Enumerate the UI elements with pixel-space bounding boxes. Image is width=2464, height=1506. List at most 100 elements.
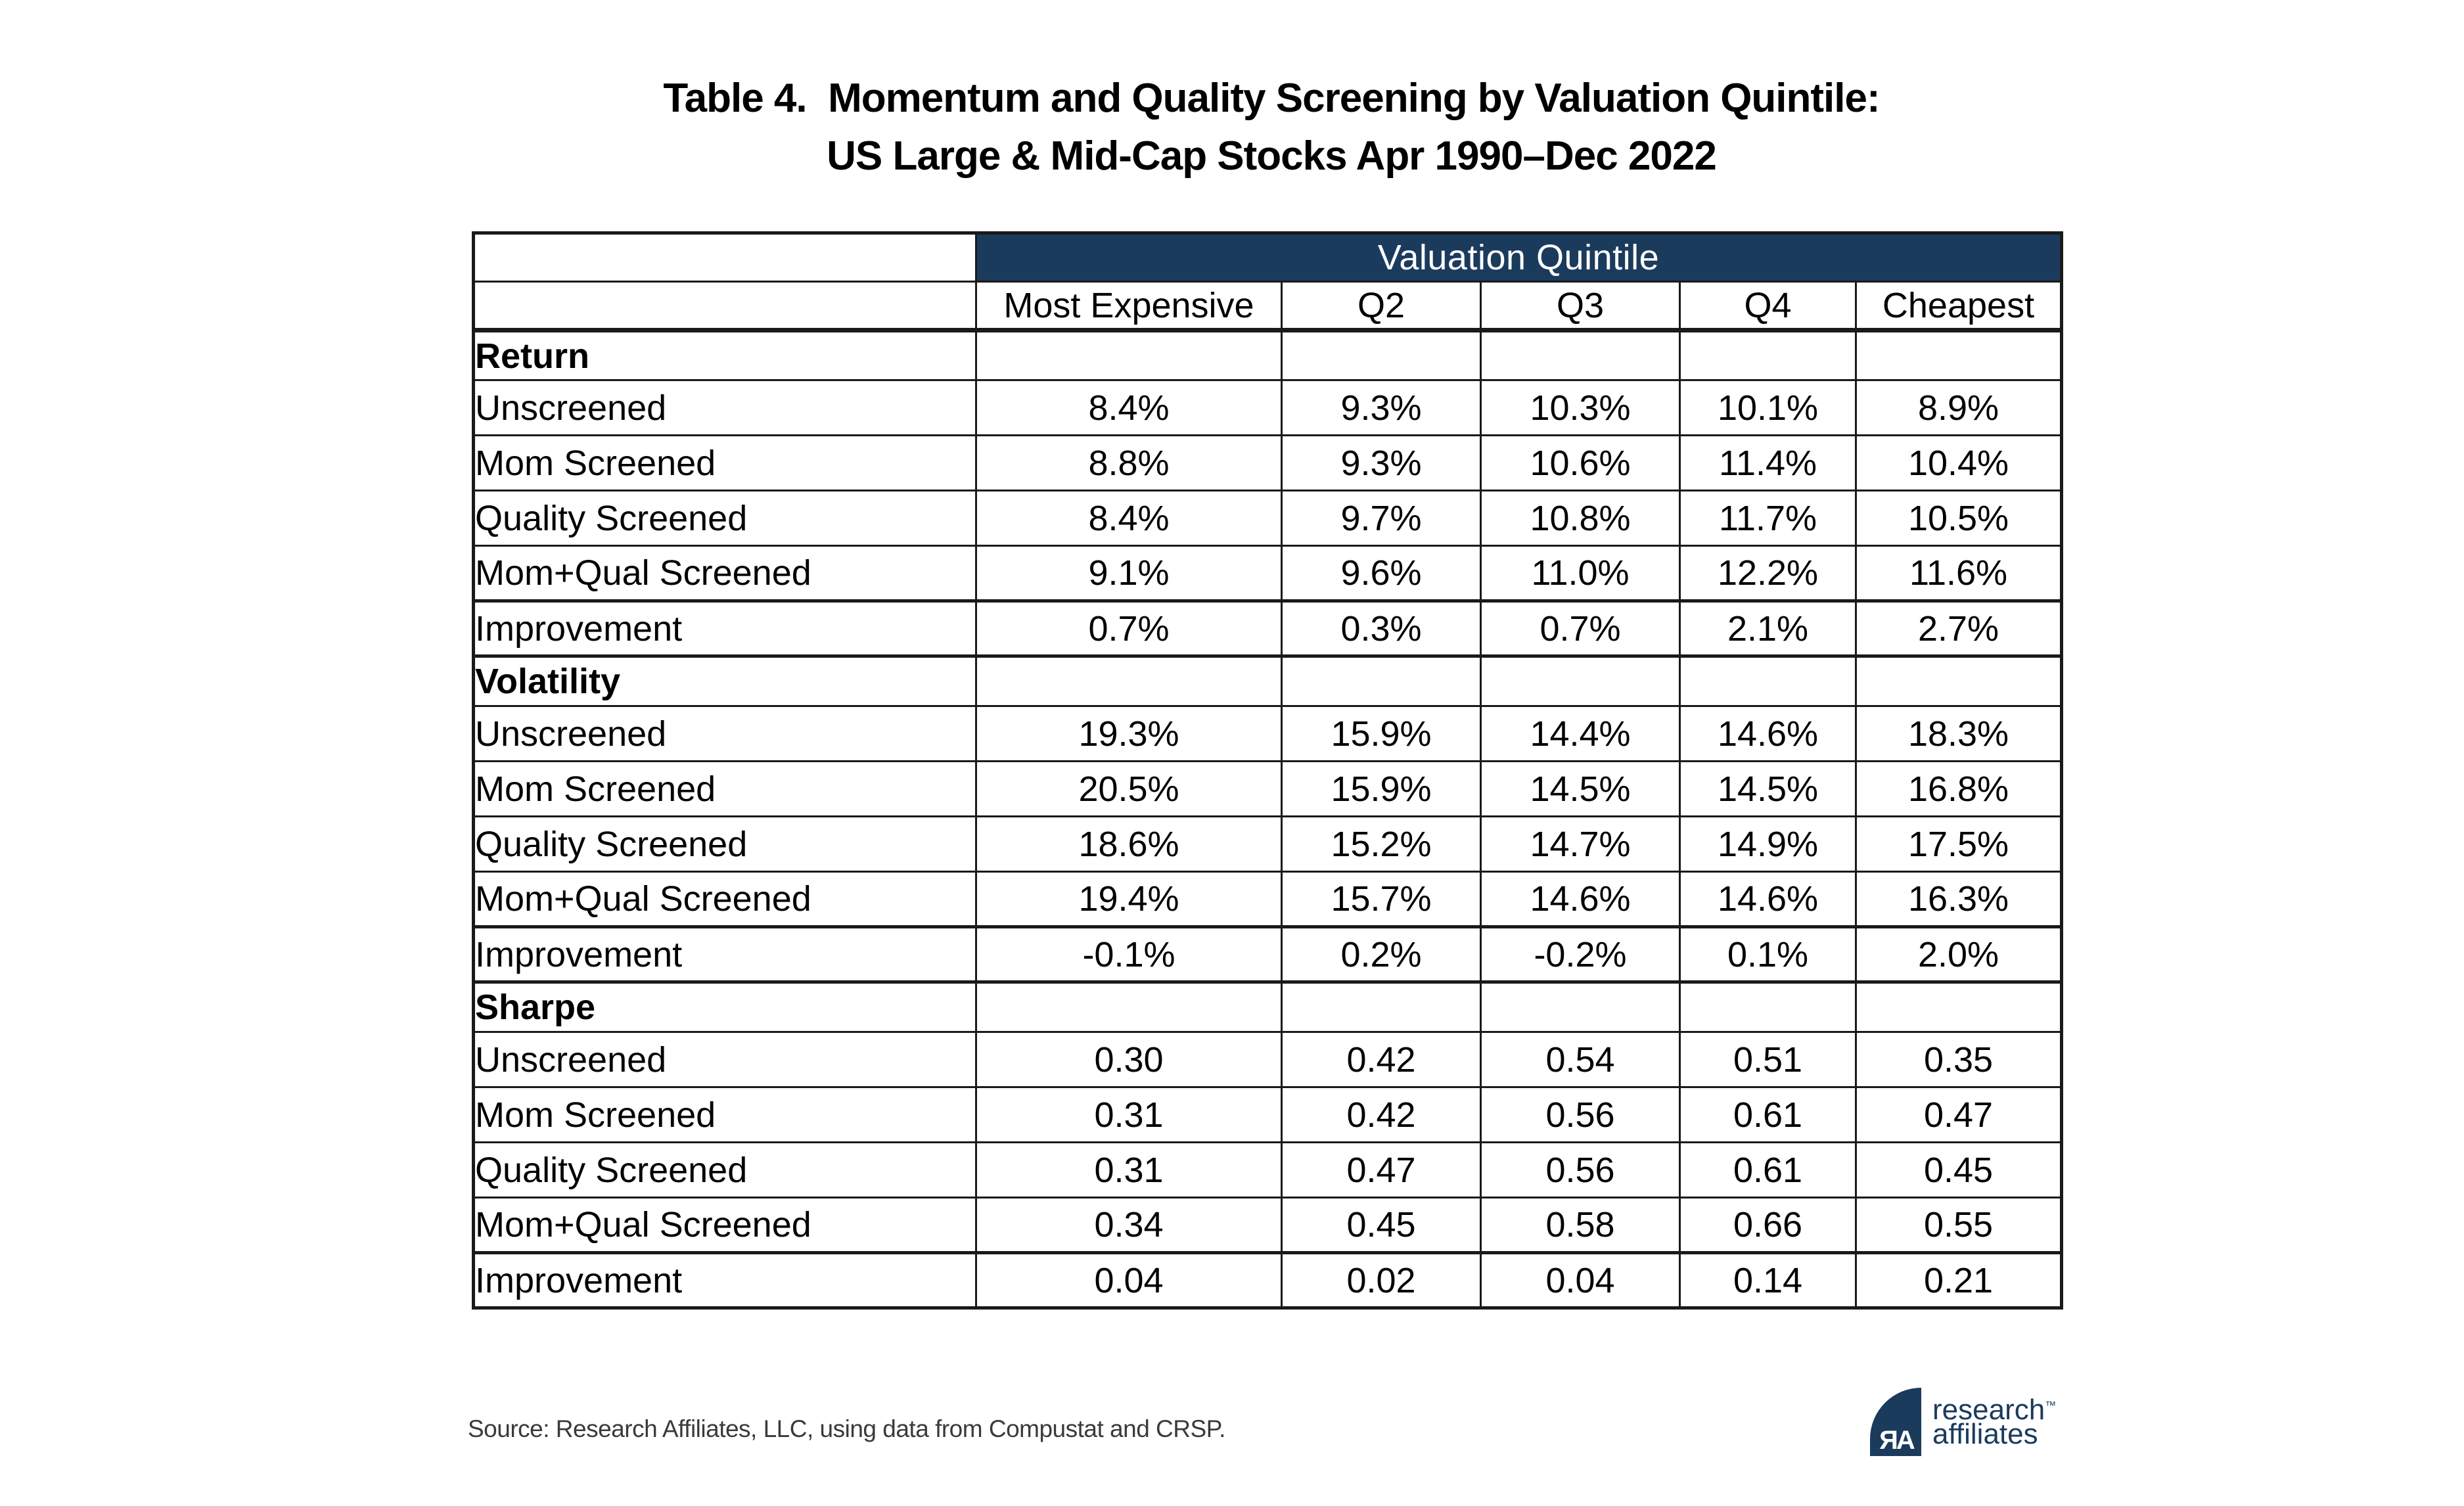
table-row: Mom+Qual Screened 9.1% 9.6% 11.0% 12.2% … [472, 545, 2063, 602]
source-note: Source: Research Affiliates, LLC, using … [468, 1415, 1225, 1442]
cell-value: 0.56 [1480, 1086, 1681, 1143]
row-label: Mom Screened [472, 760, 977, 817]
row-label: Unscreened [472, 705, 977, 762]
logo-quarter-disc-shape [1870, 1388, 1921, 1456]
cell-value: 11.7% [1679, 490, 1857, 547]
column-header-empty [472, 281, 977, 332]
cell-value: 8.4% [975, 490, 1283, 547]
cell-value: 0.21 [1855, 1251, 2063, 1309]
research-affiliates-logo-icon: ЯA [1870, 1388, 1921, 1456]
section-header-return: Return [472, 329, 2063, 381]
cell-value: 0.3% [1281, 599, 1482, 657]
cell-value: 11.0% [1480, 545, 1681, 602]
cell-value: 0.7% [975, 599, 1283, 657]
cell-value: -0.1% [975, 925, 1283, 983]
cell-value: 0.58 [1480, 1197, 1681, 1254]
cell-value: 0.02 [1281, 1251, 1482, 1309]
cell-value: 9.1% [975, 545, 1283, 602]
cell-value: 14.4% [1480, 705, 1681, 762]
cell-value: 15.9% [1281, 760, 1482, 817]
section-header-sharpe: Sharpe [472, 980, 2063, 1033]
cell-value: 12.2% [1679, 545, 1857, 602]
cell-value: 0.7% [1480, 599, 1681, 657]
cell-value: 10.6% [1480, 434, 1681, 491]
cell-value: 8.4% [975, 379, 1283, 436]
column-header-q2: Q2 [1281, 281, 1482, 332]
table-row: Mom Screened 20.5% 15.9% 14.5% 14.5% 16.… [472, 760, 2063, 817]
cell-value: 15.2% [1281, 815, 1482, 873]
cell-value: 0.2% [1281, 925, 1482, 983]
table-row: Mom+Qual Screened 0.34 0.45 0.58 0.66 0.… [472, 1197, 2063, 1254]
cell-value: 9.7% [1281, 490, 1482, 547]
section-header-volatility: Volatility [472, 654, 2063, 707]
row-label: Mom+Qual Screened [472, 545, 977, 602]
table-title: Table 4. Momentum and Quality Screening … [470, 70, 2073, 185]
cell-value: 8.9% [1855, 379, 2063, 436]
section-label: Sharpe [472, 980, 977, 1033]
column-header-q3: Q3 [1480, 281, 1681, 332]
table-row: Unscreened 0.30 0.42 0.54 0.51 0.35 [472, 1031, 2063, 1088]
cell-value: 15.7% [1281, 871, 1482, 928]
cell-value: 16.3% [1855, 871, 2063, 928]
cell-value: 0.55 [1855, 1197, 2063, 1254]
cell-value: 9.6% [1281, 545, 1482, 602]
column-header-cheapest: Cheapest [1855, 281, 2063, 332]
cell-value: 0.61 [1679, 1141, 1857, 1198]
logo-wordmark-line2: affiliates [1932, 1418, 2038, 1450]
table-row: Unscreened 19.3% 15.9% 14.4% 14.6% 18.3% [472, 705, 2063, 762]
cell-value: 0.54 [1480, 1031, 1681, 1088]
cell-value: 14.6% [1679, 705, 1857, 762]
cell-value: 14.7% [1480, 815, 1681, 873]
cell-value: -0.2% [1480, 925, 1681, 983]
cell-value: 0.04 [975, 1251, 1283, 1309]
cell-value: 0.1% [1679, 925, 1857, 983]
valuation-quintile-table: Valuation Quintile Most Expensive Q2 Q3 … [472, 231, 2063, 1310]
cell-value: 16.8% [1855, 760, 2063, 817]
logo-wordmark: research™ affiliates [1932, 1396, 2056, 1450]
cell-value: 14.6% [1480, 871, 1681, 928]
cell-value: 0.31 [975, 1141, 1283, 1198]
row-label: Mom+Qual Screened [472, 1197, 977, 1254]
row-label: Unscreened [472, 1031, 977, 1088]
row-label: Quality Screened [472, 1141, 977, 1198]
table-row: Quality Screened 18.6% 15.2% 14.7% 14.9%… [472, 815, 2063, 873]
research-affiliates-logo: ЯA research™ affiliates [1870, 1388, 2056, 1456]
table-row: Quality Screened 8.4% 9.7% 10.8% 11.7% 1… [472, 490, 2063, 547]
cell-value: 10.5% [1855, 490, 2063, 547]
cell-value: 2.1% [1679, 599, 1857, 657]
cell-value: 0.47 [1281, 1141, 1482, 1198]
cell-value: 0.34 [975, 1197, 1283, 1254]
cell-value: 0.61 [1679, 1086, 1857, 1143]
cell-value: 14.6% [1679, 871, 1857, 928]
row-label: Quality Screened [472, 815, 977, 873]
cell-value: 17.5% [1855, 815, 2063, 873]
table-row-improvement: Improvement 0.7% 0.3% 0.7% 2.1% 2.7% [472, 599, 2063, 657]
cell-value: 2.0% [1855, 925, 2063, 983]
table-title-line2: US Large & Mid-Cap Stocks Apr 1990–Dec 2… [827, 133, 1717, 179]
logo-wordmark-line1: research™ [1932, 1396, 2056, 1425]
cell-value: 18.6% [975, 815, 1283, 873]
cell-value: 15.9% [1281, 705, 1482, 762]
row-label: Quality Screened [472, 490, 977, 547]
cell-value: 0.42 [1281, 1086, 1482, 1143]
table-row: Mom+Qual Screened 19.4% 15.7% 14.6% 14.6… [472, 871, 2063, 928]
section-label: Return [472, 329, 977, 381]
cell-value: 10.3% [1480, 379, 1681, 436]
cell-value: 19.4% [975, 871, 1283, 928]
column-header-q4: Q4 [1679, 281, 1857, 332]
cell-value: 0.45 [1855, 1141, 2063, 1198]
cell-value: 11.4% [1679, 434, 1857, 491]
cell-value: 11.6% [1855, 545, 2063, 602]
cell-value: 10.4% [1855, 434, 2063, 491]
cell-value: 0.14 [1679, 1251, 1857, 1309]
banner-row: Valuation Quintile [472, 232, 2063, 283]
cell-value: 0.47 [1855, 1086, 2063, 1143]
cell-value: 10.8% [1480, 490, 1681, 547]
cell-value: 0.66 [1679, 1197, 1857, 1254]
table-row-improvement: Improvement 0.04 0.02 0.04 0.14 0.21 [472, 1251, 2063, 1309]
table-title-line1: Table 4. Momentum and Quality Screening … [663, 76, 1880, 121]
cell-value: 0.56 [1480, 1141, 1681, 1198]
cell-value: 14.5% [1480, 760, 1681, 817]
table-row-improvement: Improvement -0.1% 0.2% -0.2% 0.1% 2.0% [472, 925, 2063, 983]
